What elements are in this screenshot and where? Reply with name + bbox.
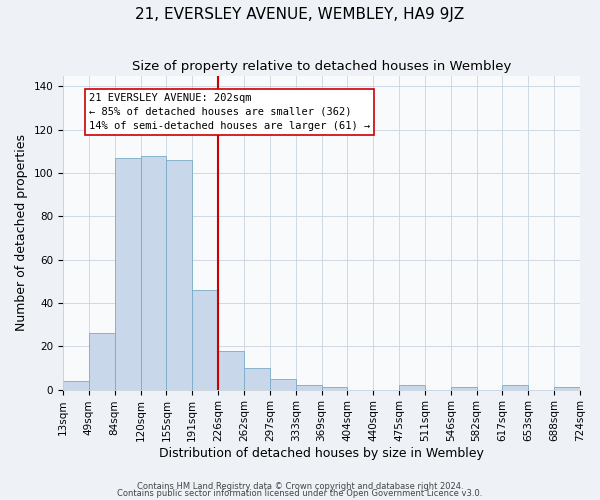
Bar [451,388,476,390]
Bar [322,388,347,390]
Y-axis label: Number of detached properties: Number of detached properties [15,134,28,331]
Bar [89,334,115,390]
Bar [192,290,218,390]
Text: 21, EVERSLEY AVENUE, WEMBLEY, HA9 9JZ: 21, EVERSLEY AVENUE, WEMBLEY, HA9 9JZ [136,8,464,22]
Bar [115,158,140,390]
Text: Contains public sector information licensed under the Open Government Licence v3: Contains public sector information licen… [118,489,482,498]
Bar [218,350,244,390]
Bar [63,381,89,390]
Bar [244,368,270,390]
Bar [140,156,166,390]
Bar [166,160,192,390]
X-axis label: Distribution of detached houses by size in Wembley: Distribution of detached houses by size … [159,447,484,460]
Bar [270,379,296,390]
Text: Contains HM Land Registry data © Crown copyright and database right 2024.: Contains HM Land Registry data © Crown c… [137,482,463,491]
Bar [554,388,580,390]
Title: Size of property relative to detached houses in Wembley: Size of property relative to detached ho… [132,60,511,73]
Text: 21 EVERSLEY AVENUE: 202sqm
← 85% of detached houses are smaller (362)
14% of sem: 21 EVERSLEY AVENUE: 202sqm ← 85% of deta… [89,93,370,131]
Bar [296,386,322,390]
Bar [399,386,425,390]
Bar [502,386,529,390]
